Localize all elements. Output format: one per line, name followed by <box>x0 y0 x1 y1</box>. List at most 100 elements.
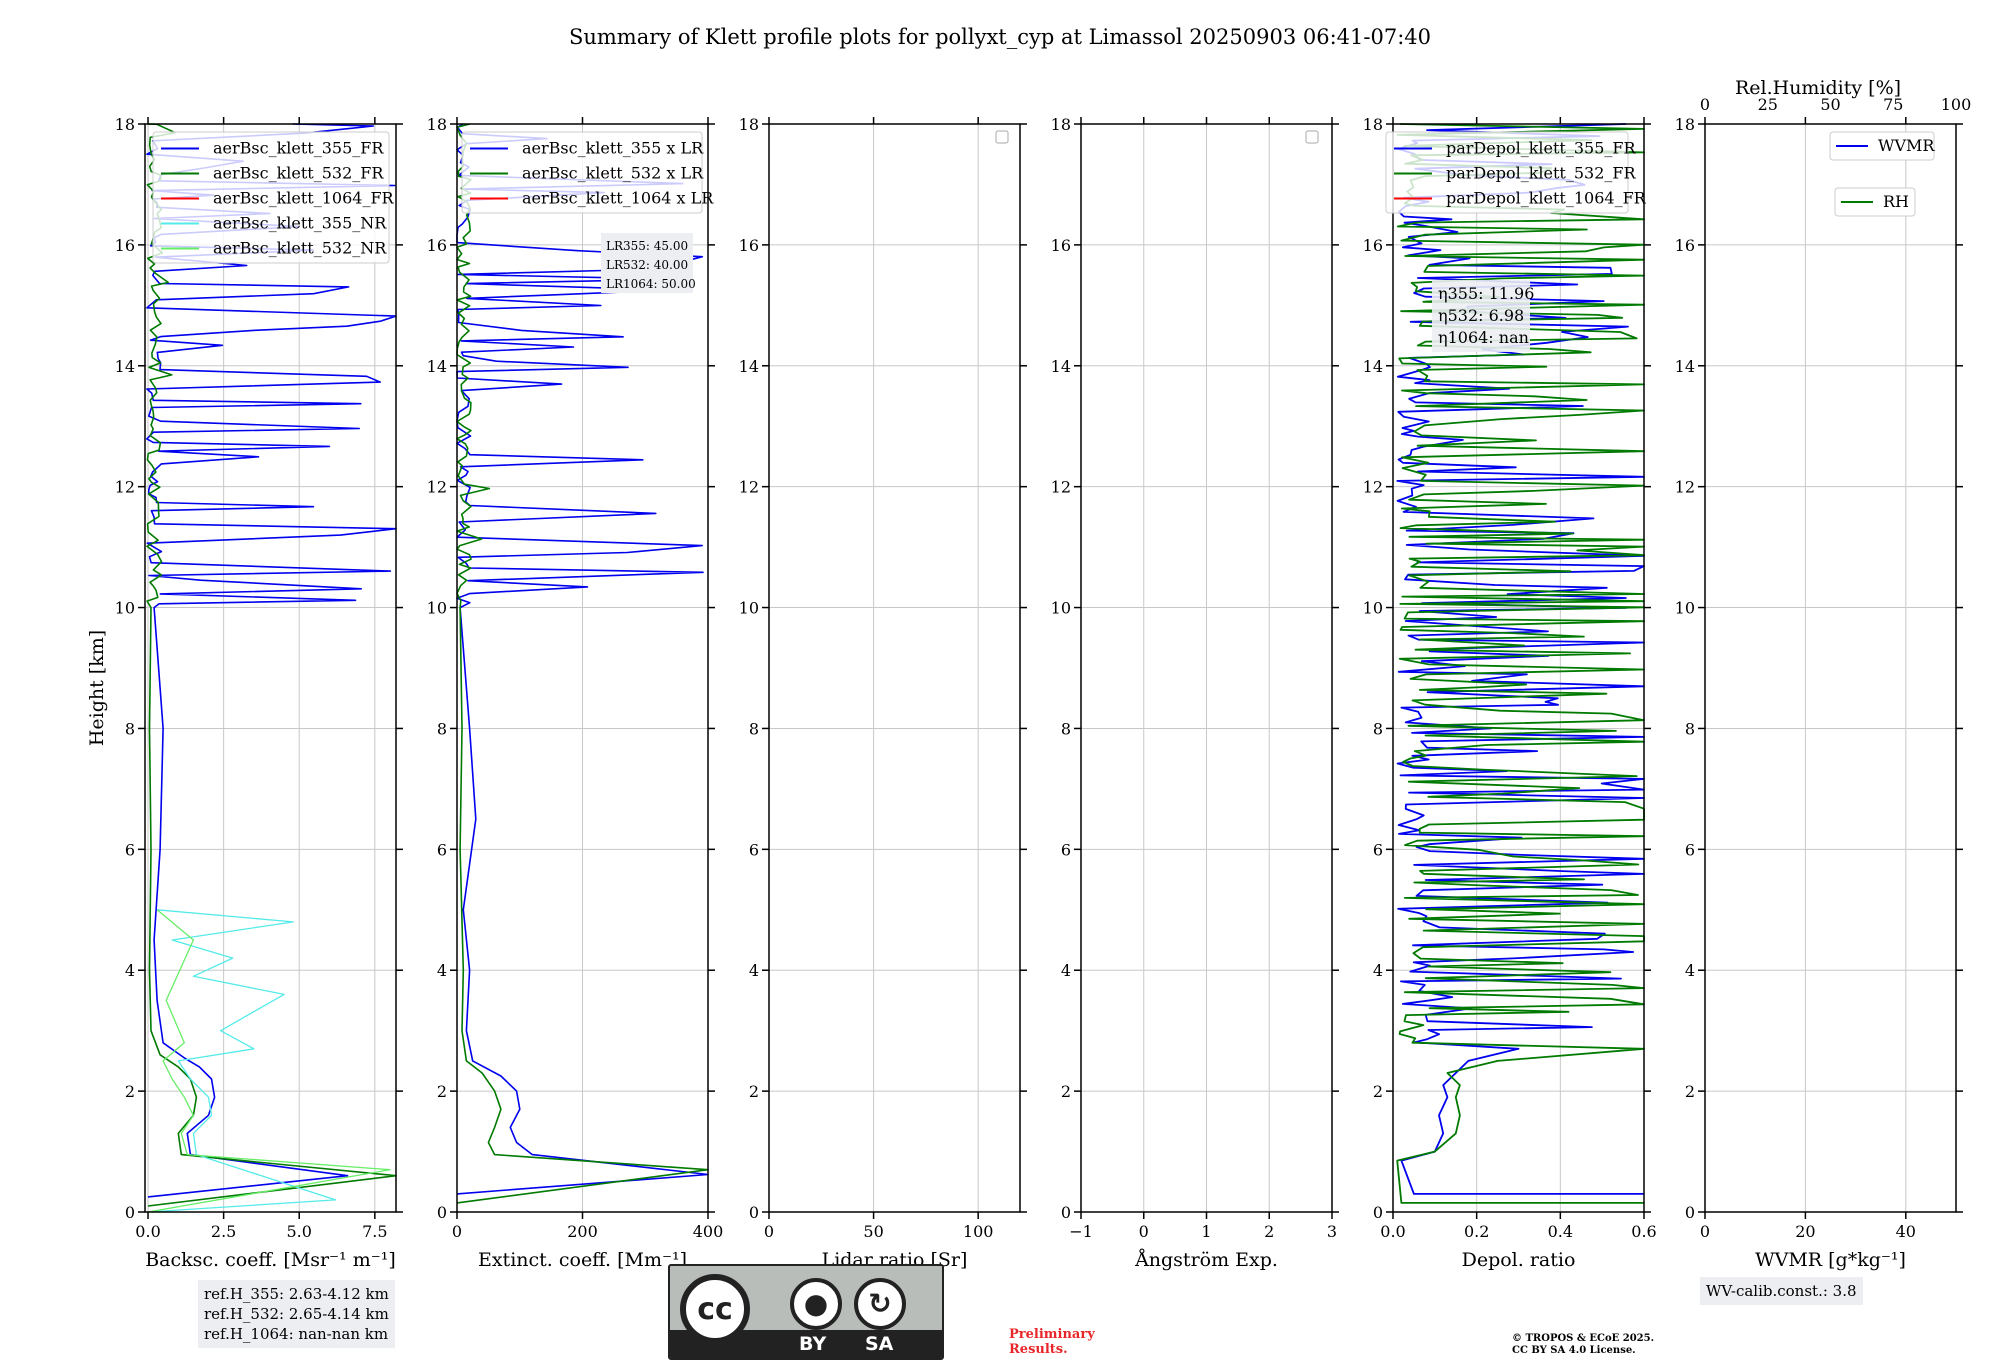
preliminary-results-note: Preliminary Results. <box>1009 1327 1095 1357</box>
x-tick-label: 0.0 <box>1380 1222 1405 1241</box>
y-tick-label: 18 <box>1051 115 1071 134</box>
y-axis-label: Height [km] <box>86 630 108 746</box>
x-tick-label: 0.0 <box>135 1222 160 1241</box>
y-tick-label: 10 <box>1363 599 1383 618</box>
attribution-person-icon: ● <box>790 1278 842 1330</box>
x-axis-label: WVMR [g*kg⁻¹] <box>1755 1249 1906 1271</box>
y-tick-label: 4 <box>1685 961 1695 980</box>
x-tick-label: 0.6 <box>1631 1222 1656 1241</box>
annotation-box <box>601 233 693 293</box>
y-tick-label: 18 <box>1675 115 1695 134</box>
x-tick-label: 0 <box>452 1222 462 1241</box>
legend-box <box>152 131 390 264</box>
legend-depol: parDepol_klett_355_FR parDepol_klett_532_… <box>1385 131 1647 214</box>
series-line-aerBsc_klett_532_NR <box>147 909 391 1213</box>
legend-label: aerBsc_klett_1064_FR <box>213 189 395 208</box>
y-tick-label: 6 <box>1061 840 1071 859</box>
x-axis-label: Depol. ratio <box>1462 1249 1576 1271</box>
y-tick-label: 6 <box>437 840 447 859</box>
legend-label: aerBsc_klett_355_NR <box>213 214 387 233</box>
rh-top-tick-label: 100 <box>1941 95 1972 114</box>
cc-by-label: BY <box>799 1333 827 1355</box>
x-tick-label: 40 <box>1896 1222 1916 1241</box>
eta-annotation: η355: 11.96 η532: 6.98 η1064: nan <box>1432 280 1534 352</box>
legend-label: parDepol_klett_532_FR <box>1446 164 1637 183</box>
y-tick-label: 0 <box>437 1203 447 1222</box>
y-tick-label: 8 <box>1685 719 1695 738</box>
x-tick-label: 5.0 <box>287 1222 312 1241</box>
y-tick-label: 0 <box>749 1203 759 1222</box>
legend-label: aerBsc_klett_1064 x LR <box>522 189 714 208</box>
axes-frame-1 <box>144 123 397 1213</box>
y-tick-label: 10 <box>1051 599 1071 618</box>
legend-label: parDepol_klett_355_FR <box>1446 139 1637 158</box>
y-tick-label: 6 <box>749 840 759 859</box>
series-line-aerBsc_klett_355 x LR <box>456 123 709 1195</box>
y-tick-label: 6 <box>1373 840 1383 859</box>
legend-backscatter: aerBsc_klett_355_FR aerBsc_klett_532_FRae… <box>152 131 395 264</box>
y-tick-label: 2 <box>1373 1082 1383 1101</box>
y-tick-label: 0 <box>1061 1203 1071 1222</box>
y-tick-label: 14 <box>1675 357 1695 376</box>
x-tick-label: 2.5 <box>211 1222 236 1241</box>
lidar-ratio-label: LR532: 40.00 <box>606 258 688 272</box>
legend-label: aerBsc_klett_532_NR <box>213 239 387 258</box>
x-tick-label: 7.5 <box>362 1222 387 1241</box>
x-tick-label: 0.4 <box>1548 1222 1573 1241</box>
legend-label: aerBsc_klett_532_FR <box>213 164 384 183</box>
axes-frame-3 <box>768 123 1021 1213</box>
preliminary-line-1: Preliminary <box>1009 1327 1095 1342</box>
eta-label: η532: 6.98 <box>1438 306 1524 325</box>
ref-height-355: ref.H_355: 2.63-4.12 km <box>204 1285 389 1303</box>
y-tick-label: 10 <box>1675 599 1695 618</box>
cc-logo-text: cc <box>697 1292 733 1327</box>
series-line-aerBsc_klett_355_FR <box>146 123 397 1198</box>
wv-calib-text: WV-calib.const.: 3.8 <box>1706 1282 1857 1300</box>
x-tick-label: 400 <box>693 1222 724 1241</box>
series-line-aerBsc_klett_355_NR <box>147 909 337 1213</box>
y-tick-label: 8 <box>437 719 447 738</box>
x-tick-label: 3 <box>1327 1222 1337 1241</box>
copyright-note: © TROPOS & ECoE 2025. CC BY SA 4.0 Licen… <box>1512 1333 1654 1357</box>
legend-label: aerBsc_klett_532 x LR <box>522 164 704 183</box>
ref-height-1064: ref.H_1064: nan-nan km <box>204 1325 389 1343</box>
x-tick-label: 1 <box>1201 1222 1211 1241</box>
legend-wv-0: WVMR <box>1829 131 1935 161</box>
legend-box <box>1829 131 1935 161</box>
y-tick-label: 12 <box>1051 478 1071 497</box>
y-tick-label: 8 <box>749 719 759 738</box>
x-tick-label: 0.2 <box>1464 1222 1489 1241</box>
y-tick-label: 2 <box>125 1082 135 1101</box>
rh-top-tick-label: 75 <box>1883 95 1903 114</box>
y-tick-label: 0 <box>1373 1203 1383 1222</box>
y-tick-label: 10 <box>739 599 759 618</box>
y-tick-label: 6 <box>125 840 135 859</box>
y-tick-label: 8 <box>1373 719 1383 738</box>
legend-wv-1: RH <box>1834 187 1916 217</box>
copyright-line-2: CC BY SA 4.0 License. <box>1512 1345 1636 1356</box>
legend-box <box>1834 187 1916 217</box>
y-tick-label: 14 <box>427 357 447 376</box>
y-tick-label: 16 <box>427 236 447 255</box>
y-tick-label: 16 <box>115 236 135 255</box>
x-tick-label: 2 <box>1264 1222 1274 1241</box>
cc-logo-icon: cc <box>680 1274 750 1344</box>
x-tick-label: −1 <box>1069 1222 1093 1241</box>
axes-frame-2 <box>456 123 709 1213</box>
legend-label: aerBsc_klett_355_FR <box>213 139 384 158</box>
legend-label: parDepol_klett_1064_FR <box>1446 189 1647 208</box>
axes-frame-4 <box>1080 123 1333 1213</box>
y-tick-label: 8 <box>1061 719 1071 738</box>
ref-height-532: ref.H_532: 2.65-4.14 km <box>204 1305 389 1323</box>
y-tick-label: 18 <box>739 115 759 134</box>
legend-box <box>1385 131 1629 214</box>
x-tick-label: 0 <box>1700 1222 1710 1241</box>
share-alike-icon: ↻ <box>854 1278 906 1330</box>
y-tick-label: 4 <box>125 961 135 980</box>
rh-top-tick-label: 0 <box>1700 95 1710 114</box>
cc-sa-label: SA <box>865 1333 894 1355</box>
y-tick-label: 4 <box>1061 961 1071 980</box>
